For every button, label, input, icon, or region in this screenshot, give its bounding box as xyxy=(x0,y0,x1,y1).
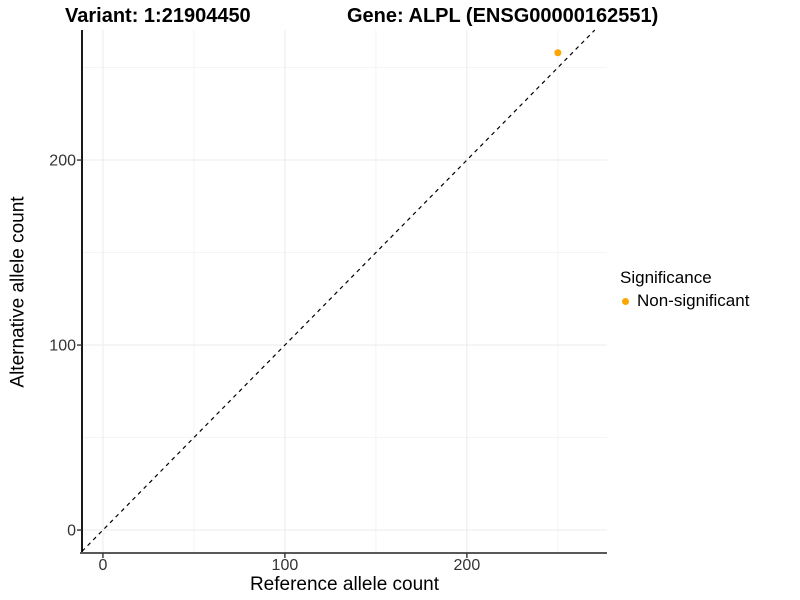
plot-title-variant: Variant: 1:21904450 xyxy=(65,5,251,27)
legend: Significance Non-significant xyxy=(620,262,749,312)
x-tick-label: 100 xyxy=(272,557,299,574)
legend-item-non-significant: Non-significant xyxy=(620,290,749,312)
identity-dashed-line xyxy=(81,29,596,552)
y-tick-label: 100 xyxy=(49,338,76,355)
plot-title-gene: Gene: ALPL (ENSG00000162551) xyxy=(347,5,659,27)
x-tick-label: 0 xyxy=(98,557,107,574)
legend-title: Significance xyxy=(620,268,712,287)
x-axis-label: Reference allele count xyxy=(249,574,440,595)
y-tick-label: 200 xyxy=(49,153,76,170)
y-tick-label: 0 xyxy=(67,523,76,540)
legend-point-icon xyxy=(622,297,629,305)
x-tick-label: 200 xyxy=(454,557,481,574)
legend-label: Non-significant xyxy=(637,291,750,310)
data-point-non-significant xyxy=(554,49,562,57)
